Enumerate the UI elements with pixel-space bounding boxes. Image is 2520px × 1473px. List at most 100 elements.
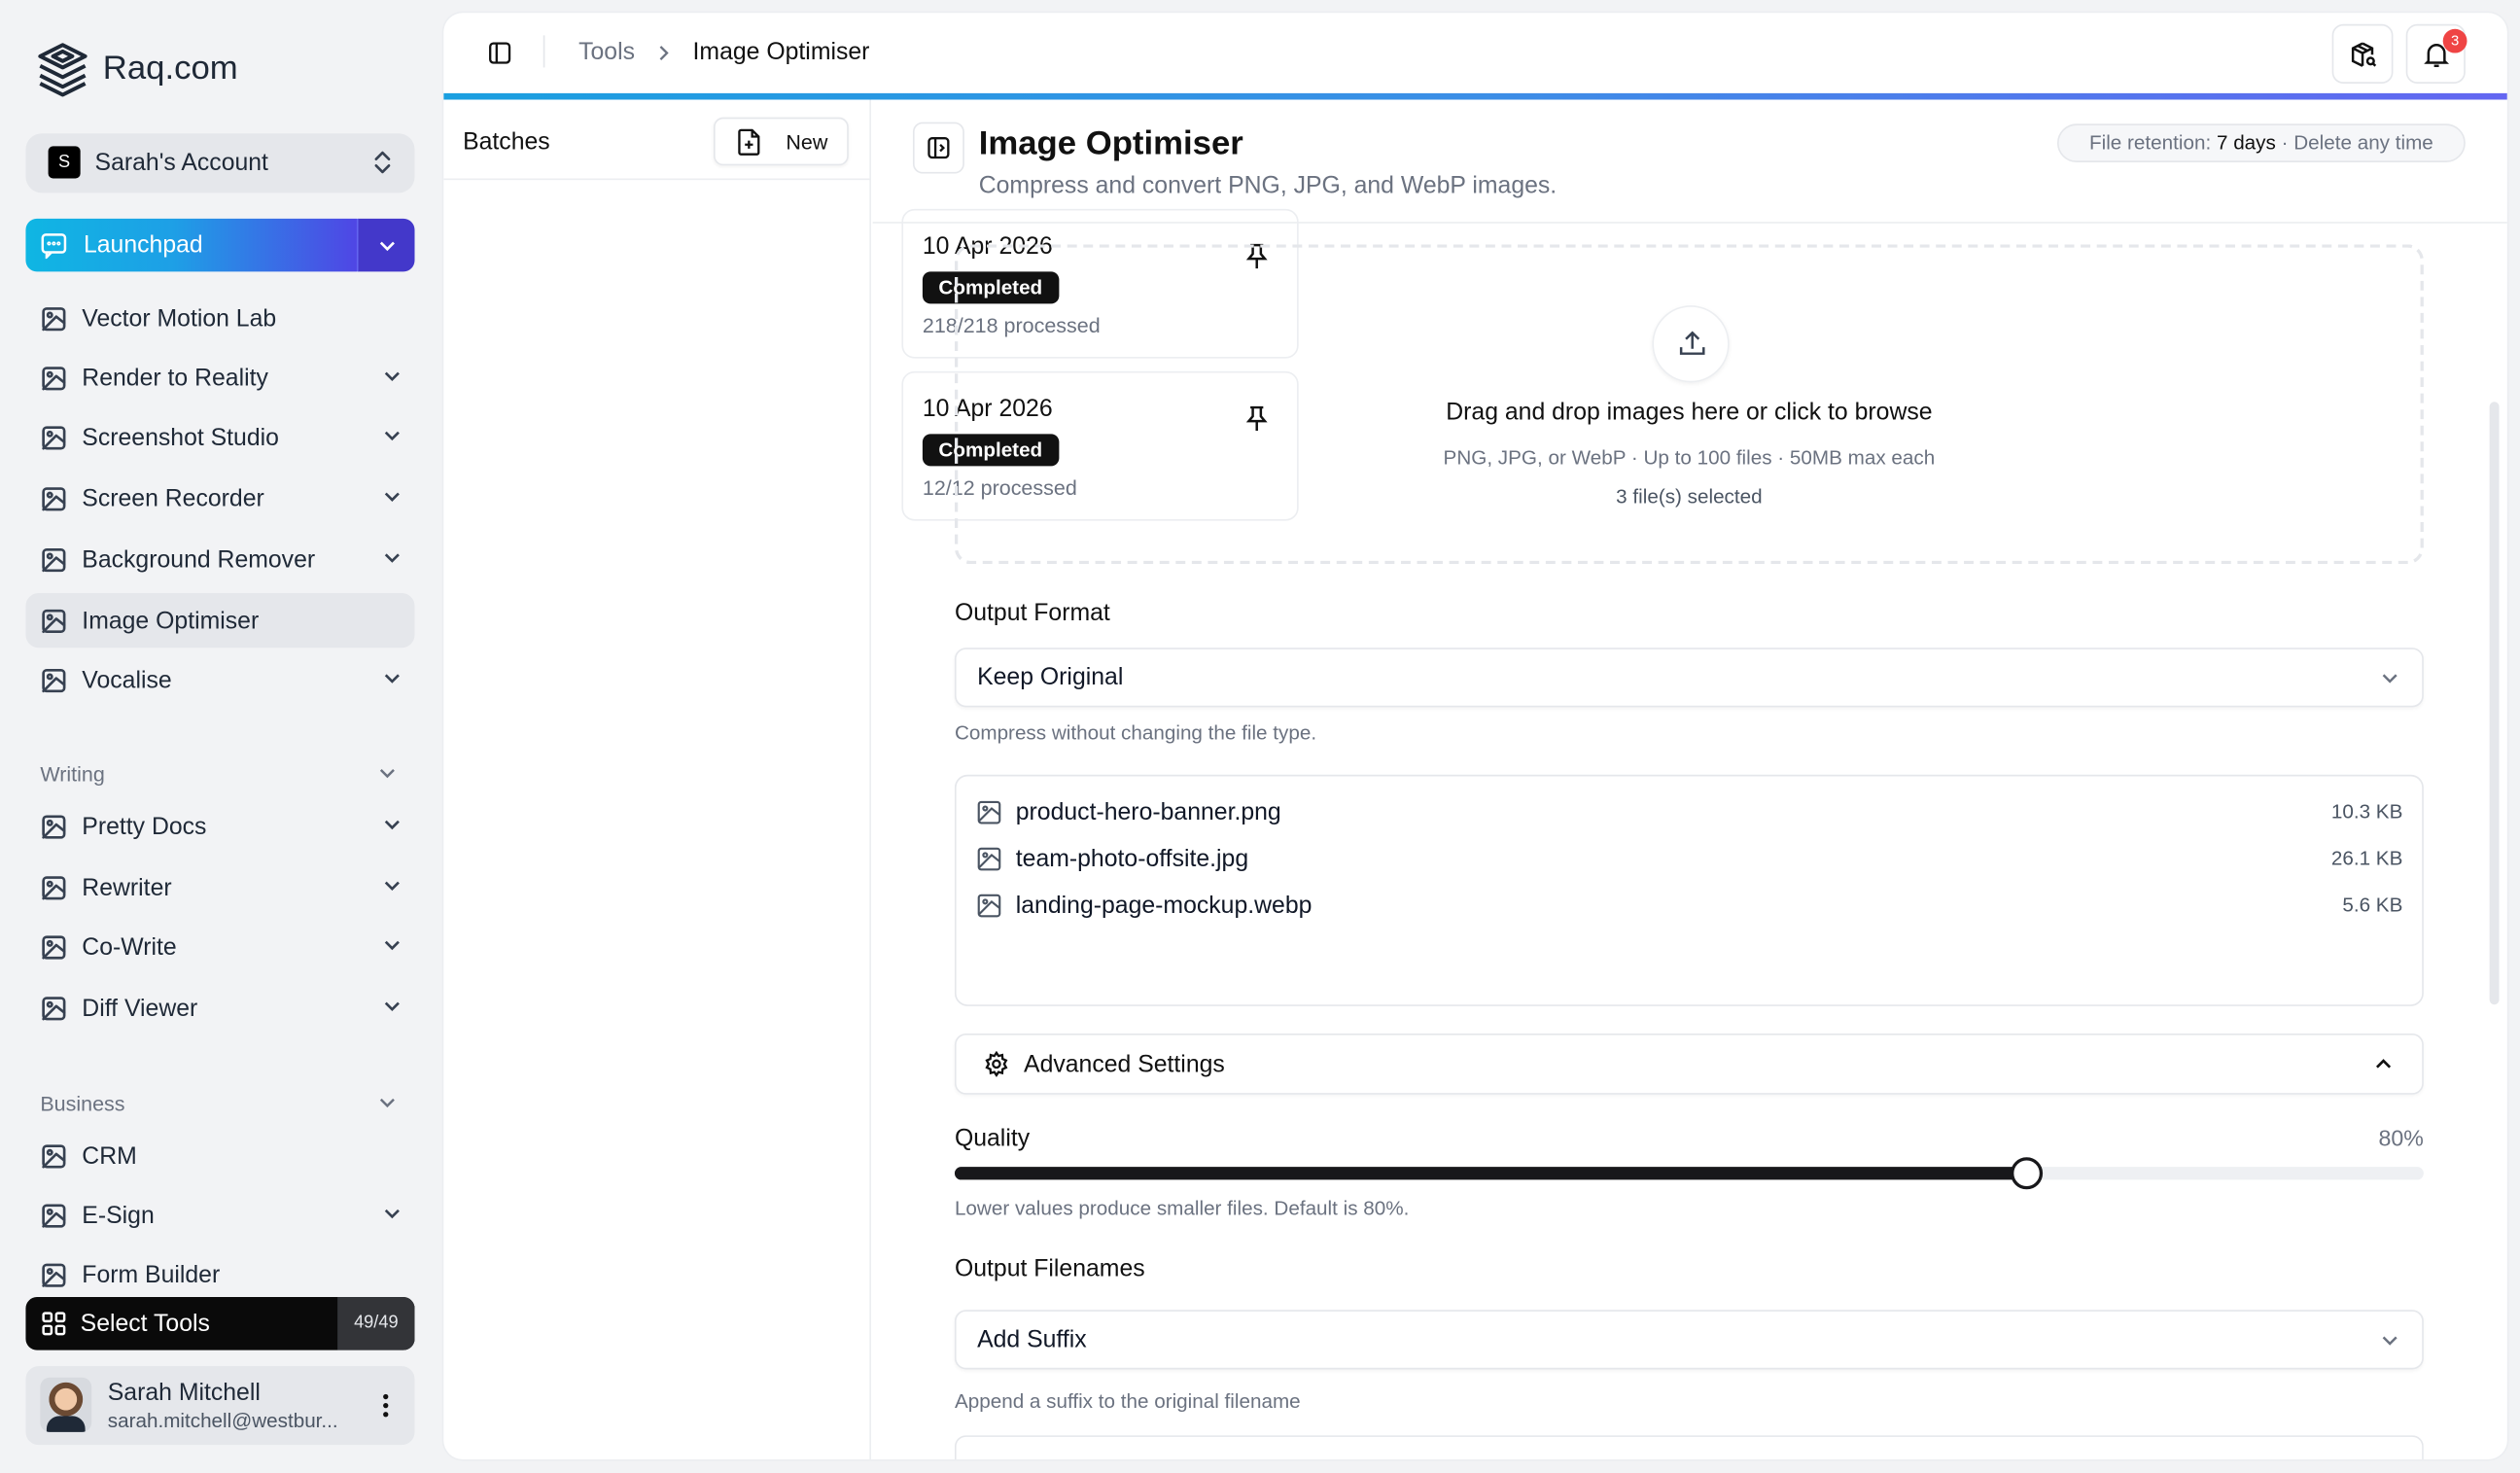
- suffix-input[interactable]: [954, 1435, 2424, 1460]
- sidebar-item-label: Image Optimiser: [82, 607, 260, 635]
- upload-icon-circle: [1652, 305, 1730, 383]
- sidebar-item-vector-motion-lab[interactable]: Vector Motion Lab: [25, 291, 414, 345]
- chevron-down-icon[interactable]: [382, 1204, 402, 1223]
- image-icon: [977, 846, 1001, 870]
- sidebar-item-screenshot-studio[interactable]: Screenshot Studio: [25, 410, 414, 465]
- sidebar-item-vocalise[interactable]: Vocalise: [25, 652, 414, 707]
- output-format-value: Keep Original: [977, 663, 1124, 691]
- sidebar-item-e-sign[interactable]: E-Sign: [25, 1188, 414, 1243]
- file-name: product-hero-banner.png: [1015, 797, 1281, 825]
- sidebar-item-render-to-reality[interactable]: Render to Reality: [25, 350, 414, 404]
- slider-thumb[interactable]: [2011, 1157, 2044, 1190]
- panel-toggle-button[interactable]: [912, 122, 964, 174]
- tools-count-badge: 49/49: [337, 1297, 415, 1350]
- breadcrumb: Tools Image Optimiser: [578, 39, 869, 66]
- retention-suffix: · Delete any time: [2275, 131, 2433, 155]
- slider-fill: [954, 1167, 2027, 1180]
- sidebar-item-rewriter[interactable]: Rewriter: [25, 859, 414, 914]
- notification-badge: 3: [2442, 28, 2468, 53]
- chevrons-up-down-icon: [373, 150, 393, 175]
- batch-processed: 218/218 processed: [922, 313, 1101, 338]
- page-title: Image Optimiser: [978, 124, 1243, 162]
- voice-icon: [40, 666, 67, 693]
- chevron-down-icon: [377, 763, 397, 783]
- sidebar-item-screen-recorder[interactable]: Screen Recorder: [25, 471, 414, 525]
- files-selected: 3 file(s) selected: [1616, 485, 1763, 509]
- chevron-down-icon[interactable]: [382, 876, 402, 895]
- package-search-button[interactable]: [2331, 23, 2394, 84]
- chevron-down-icon[interactable]: [382, 997, 402, 1016]
- account-switcher[interactable]: S Sarah's Account: [25, 133, 415, 193]
- dropzone-title: Drag and drop images here or click to br…: [1446, 398, 1933, 427]
- sidebar-item-label: Screen Recorder: [82, 484, 264, 512]
- brand-name: Raq.com: [102, 50, 238, 88]
- quality-slider[interactable]: [954, 1157, 2424, 1190]
- chevron-down-icon: [2380, 1331, 2399, 1350]
- dropzone[interactable]: Drag and drop images here or click to br…: [954, 244, 2424, 565]
- output-format-select[interactable]: Keep Original: [954, 648, 2424, 708]
- sidebar-item-label: Diff Viewer: [82, 994, 198, 1022]
- batch-processed: 12/12 processed: [922, 475, 1077, 501]
- sidebar-item-form-builder[interactable]: Form Builder: [25, 1247, 414, 1302]
- chevron-down-icon[interactable]: [382, 367, 402, 386]
- sidebar-item-co-write[interactable]: Co-Write: [25, 920, 414, 974]
- image-icon: [977, 799, 1001, 824]
- section-business[interactable]: Business: [40, 1091, 397, 1115]
- file-row: landing-page-mockup.webp 5.6 KB: [977, 889, 2402, 921]
- sidebar-item-pretty-docs[interactable]: Pretty Docs: [25, 799, 414, 854]
- chevron-down-icon[interactable]: [382, 426, 402, 445]
- divider: [542, 35, 545, 68]
- section-label: Business: [40, 1091, 125, 1116]
- batch-card[interactable]: 10 Apr 2026 Completed 218/218 processed: [901, 208, 1299, 359]
- user-name: Sarah Mitchell: [107, 1379, 261, 1407]
- pin-icon[interactable]: [1245, 405, 1268, 433]
- file-size: 5.6 KB: [2342, 894, 2403, 917]
- output-format-label: Output Format: [954, 599, 1110, 627]
- sidebar-item-diff-viewer[interactable]: Diff Viewer: [25, 980, 414, 1035]
- file-size: 26.1 KB: [2330, 847, 2403, 870]
- sidebar-item-label: Rewriter: [82, 873, 172, 901]
- file-row: team-photo-offsite.jpg 26.1 KB: [977, 842, 2402, 874]
- chevron-down-icon[interactable]: [382, 487, 402, 507]
- breadcrumb-tools[interactable]: Tools: [578, 38, 636, 66]
- sidebar-item-background-remover[interactable]: Background Remover: [25, 532, 414, 586]
- sidebar-item-label: Vector Motion Lab: [82, 304, 277, 333]
- sidebar-item-image-optimiser[interactable]: Image Optimiser: [25, 592, 415, 649]
- scrollbar-thumb[interactable]: [2489, 402, 2500, 1005]
- advanced-settings-toggle[interactable]: Advanced Settings: [954, 1033, 2424, 1095]
- select-tools-button[interactable]: Select Tools 49/49: [25, 1297, 415, 1350]
- sidebar-item-crm[interactable]: CRM: [25, 1128, 414, 1182]
- file-list: [954, 774, 2424, 1006]
- account-name: Sarah's Account: [94, 149, 268, 177]
- notifications-button[interactable]: 3: [2405, 23, 2468, 84]
- new-batch-button[interactable]: New: [713, 117, 849, 166]
- vector-motion-icon: [40, 304, 67, 332]
- page-subtitle: Compress and convert PNG, JPG, and WebP …: [978, 171, 1558, 199]
- signature-icon: [40, 1202, 67, 1229]
- page-header: Image Optimiser Compress and convert PNG…: [872, 99, 2507, 224]
- chevron-down-icon[interactable]: [382, 548, 402, 568]
- more-vertical-icon[interactable]: [382, 1393, 389, 1418]
- launchpad-dropdown-button[interactable]: [356, 218, 415, 272]
- output-filenames-value: Add Suffix: [977, 1325, 1087, 1353]
- scroll-icon: [40, 813, 67, 840]
- upload-icon: [1678, 330, 1707, 359]
- launchpad-button[interactable]: Launchpad: [25, 218, 357, 272]
- user-card[interactable]: Sarah Mitchell sarah.mitchell@westbur...: [25, 1366, 415, 1446]
- section-writing[interactable]: Writing: [40, 762, 397, 786]
- chevron-down-icon[interactable]: [382, 669, 402, 688]
- output-filenames-select[interactable]: Add Suffix: [954, 1310, 2424, 1370]
- output-filenames-help: Append a suffix to the original filename: [954, 1389, 1301, 1414]
- sidebar-item-label: E-Sign: [82, 1201, 155, 1229]
- sidebar-item-label: CRM: [82, 1141, 137, 1170]
- chevron-down-icon[interactable]: [382, 935, 402, 955]
- breadcrumb-current: Image Optimiser: [692, 38, 870, 66]
- sidebar-toggle-icon[interactable]: [489, 42, 511, 64]
- batch-card[interactable]: 10 Apr 2026 Completed 12/12 processed: [901, 370, 1299, 521]
- image-icon: [977, 893, 1001, 917]
- sidebar-item-label: Render to Reality: [82, 364, 268, 392]
- chevron-down-icon[interactable]: [382, 815, 402, 834]
- image-icon: [40, 607, 67, 634]
- message-icon: [40, 231, 67, 260]
- sidebar-item-label: Vocalise: [82, 666, 172, 694]
